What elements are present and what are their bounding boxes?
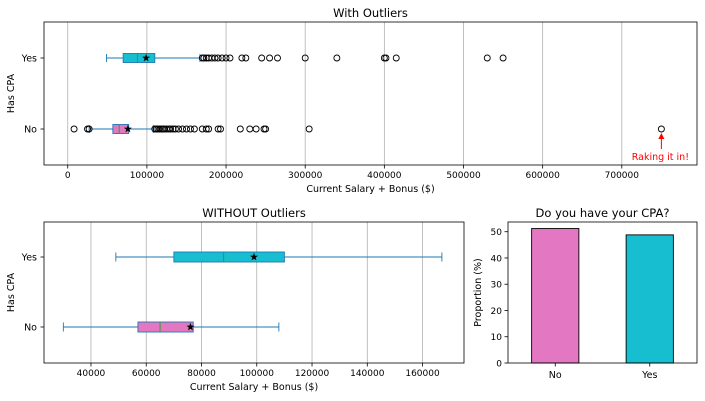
y-tick-label: No [24, 323, 37, 334]
annotation-text: Raking it in! [632, 152, 689, 163]
y-axis-label: Has CPA [6, 272, 17, 312]
mean-marker [186, 322, 195, 331]
outlier-point [202, 125, 210, 133]
x-tick-label: 700000 [605, 171, 640, 181]
outlier-point [179, 125, 186, 133]
x-tick-label: 500000 [446, 171, 481, 181]
chart-title: With Outliers [333, 6, 408, 20]
outlier-point [382, 54, 390, 62]
x-tick-label: 100000 [240, 369, 275, 379]
outlier-point [70, 125, 78, 133]
y-tick-label: Yes [21, 253, 37, 264]
outlier-point [483, 54, 491, 62]
box-iqr [137, 321, 194, 333]
mean-marker [123, 124, 132, 133]
outlier-point [200, 54, 208, 62]
outlier-point [211, 54, 219, 62]
mean-marker [142, 53, 151, 62]
outlier-point [252, 125, 260, 133]
mean-marker [250, 252, 258, 261]
y-axis-label: Has CPA [6, 73, 17, 113]
outlier-point [305, 125, 313, 133]
x-tick-label: 160000 [405, 369, 440, 379]
outlier-point [183, 125, 190, 133]
outlier-point [202, 54, 210, 62]
y-axis-label: Proportion (%) [473, 258, 484, 326]
outlier-point [258, 54, 266, 62]
box-no [70, 124, 665, 134]
box-no [62, 321, 280, 333]
x-tick-label: 400000 [367, 171, 402, 181]
outlier-point [171, 125, 179, 133]
x-tick-label: 100000 [130, 171, 165, 181]
x-tick-label: 40000 [77, 369, 106, 379]
bar-no [531, 228, 580, 364]
y-tick-label: 30 [491, 281, 503, 291]
axes-frame [43, 221, 465, 364]
outlier-point [186, 125, 194, 133]
outlier-point [301, 54, 309, 62]
bar-yes [625, 234, 674, 364]
annotation-arrowhead [658, 133, 665, 139]
y-tick-label: 0 [496, 360, 502, 370]
outlier-point [266, 54, 274, 62]
outlier-point [392, 54, 400, 62]
outlier-point [214, 54, 222, 62]
x-tick-label: 200000 [209, 171, 244, 181]
outlier-point [657, 125, 665, 133]
chart-title: WITHOUT Outliers [202, 206, 306, 220]
outlier-point [222, 54, 230, 62]
y-tick-label: Yes [21, 54, 37, 65]
x-tick-label: 80000 [187, 369, 216, 379]
panel-bottom-left: 40000 60000 80000 100000 120000 140000 160000 N… [6, 206, 465, 393]
outlier-point [246, 125, 254, 133]
y-tick-label: No [24, 125, 37, 136]
x-tick-label: 300000 [288, 171, 323, 181]
y-tick-label: 40 [491, 254, 503, 264]
y-tick-label: 10 [491, 333, 503, 343]
x-axis-label: Current Salary + Bonus ($) [306, 184, 434, 195]
axes-frame [507, 221, 698, 364]
x-axis-label: Current Salary + Bonus ($) [190, 382, 318, 393]
panel-top: 0 100000 200000 300000 400000 500000 600000 700… [6, 6, 698, 195]
x-tick-label: 140000 [350, 369, 385, 379]
outlier-point [262, 125, 270, 133]
outlier-point [499, 54, 507, 62]
outlier-point [167, 125, 175, 133]
x-tick-label: No [549, 370, 562, 381]
outlier-point [238, 54, 246, 62]
outlier-point [190, 125, 198, 133]
outlier-point [205, 125, 213, 133]
outlier-point [214, 125, 222, 133]
outlier-point [218, 54, 226, 62]
box-yes [106, 53, 507, 63]
outlier-point [85, 125, 93, 133]
box-iqr [173, 251, 285, 263]
box-yes [115, 251, 443, 263]
x-tick-label: 600000 [525, 171, 560, 181]
outlier-point [226, 54, 234, 62]
x-tick-label: Yes [641, 370, 657, 381]
outlier-point [236, 125, 244, 133]
outlier-point [333, 54, 341, 62]
outlier-point [274, 54, 281, 62]
y-tick-label: 20 [491, 307, 503, 317]
chart-title: Do you have your CPA? [536, 206, 670, 220]
outlier-point [242, 54, 250, 62]
outlier-point [217, 125, 224, 133]
x-tick-label: 120000 [295, 369, 330, 379]
panel-bottom-right: 0 10 20 30 40 50 No Yes Do you have your CPA? Pro… [473, 206, 698, 381]
y-tick-label: 50 [491, 228, 503, 238]
x-tick-label: 60000 [132, 369, 161, 379]
box-iqr [122, 53, 156, 63]
axes-frame [43, 21, 698, 166]
x-tick-label: 0 [65, 171, 71, 181]
outlier-point [175, 125, 183, 133]
outlier-point [169, 125, 177, 133]
